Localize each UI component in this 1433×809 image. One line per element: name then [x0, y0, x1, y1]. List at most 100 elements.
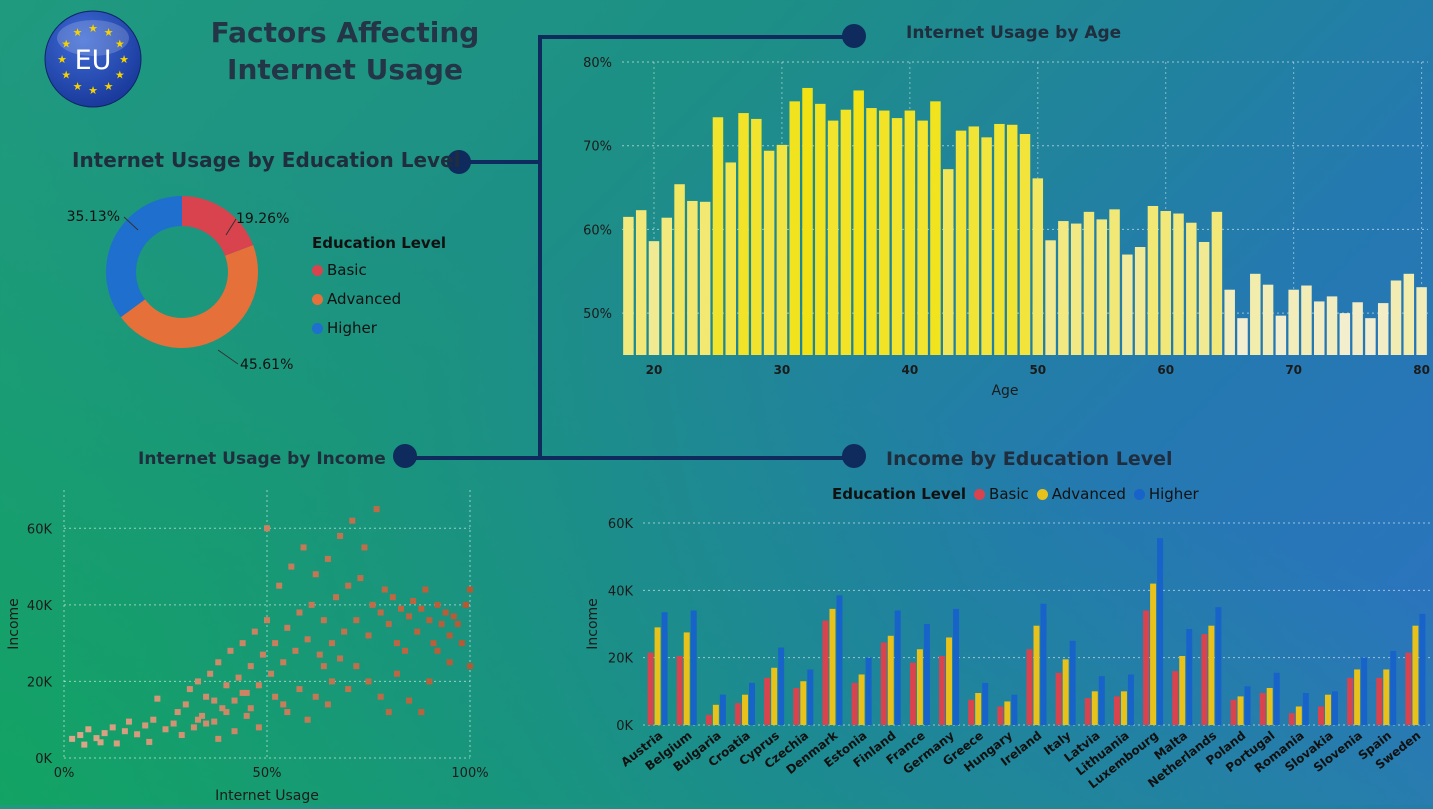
age-bar — [1237, 318, 1248, 355]
scatter-point — [300, 544, 307, 551]
income-bar-advanced — [1062, 659, 1069, 725]
eu-star-icon: ★ — [57, 53, 67, 66]
age-bar — [1058, 221, 1069, 355]
donut-chart: 19.26% 45.61% 35.13% — [40, 190, 330, 380]
income-ytick-label: 40K — [608, 584, 634, 599]
scatter-point — [365, 632, 372, 639]
scatter-point — [292, 647, 299, 654]
legend-label-basic: Basic — [327, 261, 367, 279]
income-bar-advanced — [800, 681, 807, 725]
income-bar-higher — [1361, 657, 1368, 725]
income-legend-item-advanced[interactable]: Advanced — [1036, 485, 1126, 503]
scatter-point — [328, 678, 335, 685]
income-bar-advanced — [712, 704, 719, 725]
age-bar — [1365, 318, 1376, 355]
legend-item-basic[interactable]: Basic — [312, 261, 446, 279]
age-bar — [994, 123, 1005, 355]
age-bar — [802, 87, 813, 356]
scatter-point — [288, 563, 295, 570]
age-ytick-label: 80% — [583, 56, 612, 71]
connector-node-income-scatter — [393, 444, 417, 468]
income-bar-basic — [851, 682, 858, 725]
age-bar — [942, 169, 954, 355]
income-bar-higher — [1040, 603, 1047, 725]
income-bar-advanced — [887, 635, 894, 725]
scatter-y-axis-label: Income — [6, 598, 22, 650]
age-bar — [1314, 301, 1325, 355]
income-bar-higher — [1157, 538, 1164, 725]
age-bar — [879, 110, 890, 355]
age-bar — [635, 210, 647, 355]
age-bar — [930, 101, 941, 355]
scatter-point — [410, 598, 417, 605]
income-legend-item-higher[interactable]: Higher — [1133, 485, 1199, 503]
income-bar-advanced — [975, 693, 982, 725]
age-bar — [1339, 313, 1351, 355]
scatter-point — [365, 678, 372, 685]
age-bar — [1352, 302, 1363, 355]
income-bar-basic — [1317, 706, 1324, 725]
income-bar-higher — [1215, 607, 1222, 725]
age-bar — [840, 109, 852, 355]
income-bar-basic — [1084, 698, 1091, 725]
scatter-point — [243, 712, 250, 719]
age-bar — [1224, 289, 1235, 355]
legend-item-higher[interactable]: Higher — [312, 319, 446, 337]
scatter-point — [434, 647, 441, 654]
age-bar — [1160, 211, 1171, 355]
age-bar — [853, 90, 864, 355]
age-bar — [1083, 211, 1095, 355]
scatter-point — [422, 586, 429, 593]
age-bar — [1186, 222, 1197, 355]
scatter-point — [276, 582, 283, 589]
age-bar — [687, 200, 698, 355]
eu-star-icon: ★ — [88, 22, 98, 35]
scatter-point — [397, 605, 404, 612]
scatter-point — [446, 632, 453, 639]
age-bar — [674, 184, 685, 355]
scatter-point — [109, 724, 116, 731]
income-legend-item-basic[interactable]: Basic — [974, 485, 1029, 503]
income-bar-advanced — [1383, 669, 1390, 725]
scatter-point — [162, 726, 169, 733]
age-bar — [1403, 273, 1415, 355]
donut-chart-title: Internet Usage by Education Level — [72, 148, 461, 172]
income-bar-higher — [749, 682, 756, 725]
connector-bottom — [410, 456, 850, 460]
age-bar — [725, 162, 736, 355]
age-bar — [1045, 240, 1056, 355]
income-bar-higher — [719, 694, 726, 725]
donut-legend: Education Level Basic Advanced Higher — [312, 234, 446, 337]
age-bar — [1198, 241, 1210, 355]
income-bar-basic — [1230, 699, 1237, 725]
scatter-point — [235, 674, 242, 681]
scatter-point — [203, 720, 210, 727]
scatter-point — [223, 682, 230, 689]
donut-leader-line — [123, 216, 139, 231]
income-bar-basic — [1201, 634, 1208, 725]
legend-swatch-higher — [312, 322, 323, 334]
scatter-point — [426, 617, 433, 624]
scatter-point — [186, 686, 193, 693]
income-legend-title: Education Level — [832, 485, 967, 503]
scatter-point — [113, 740, 120, 747]
scatter-point — [353, 617, 360, 624]
income-bar-advanced — [771, 667, 778, 725]
age-bar — [1122, 254, 1133, 355]
income-bar-advanced — [1033, 625, 1040, 725]
scatter-point — [324, 701, 331, 708]
scatter-point — [462, 601, 469, 608]
age-bar — [623, 216, 634, 355]
age-ytick-label: 70% — [583, 140, 612, 155]
scatter-point — [426, 678, 433, 685]
age-bar — [1250, 273, 1261, 355]
scatter-point — [377, 609, 384, 616]
age-bar — [1109, 209, 1120, 355]
scatter-point — [194, 716, 201, 723]
legend-item-advanced[interactable]: Advanced — [312, 290, 446, 308]
scatter-point — [357, 575, 364, 582]
age-bar — [815, 103, 826, 355]
income-bar-advanced — [1354, 669, 1361, 725]
age-bar — [904, 110, 916, 355]
age-bar — [1006, 124, 1018, 356]
